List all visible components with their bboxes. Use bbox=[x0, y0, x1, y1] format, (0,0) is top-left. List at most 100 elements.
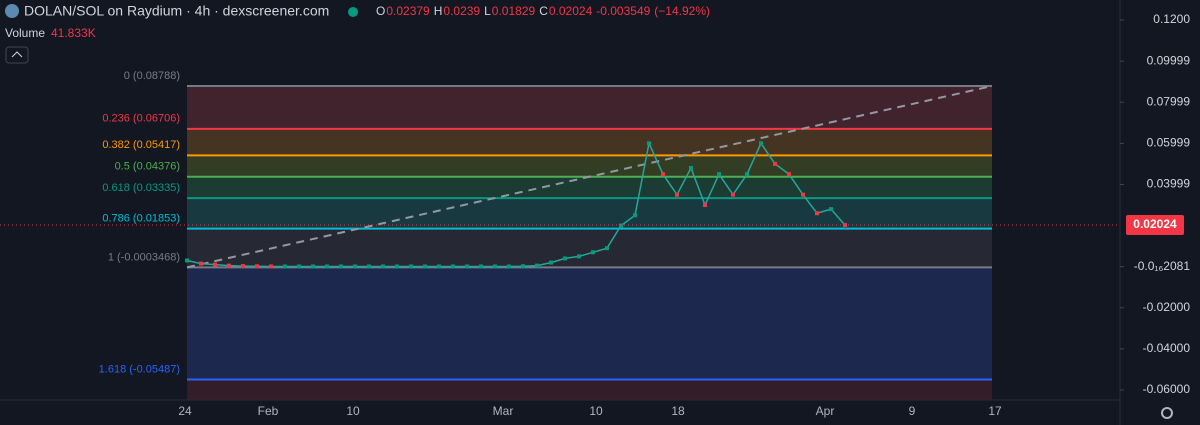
candle bbox=[787, 172, 791, 177]
candle bbox=[465, 264, 469, 269]
collapse-button[interactable] bbox=[5, 46, 29, 64]
fib-zone bbox=[187, 176, 992, 199]
ohlc-value: 0.02379 bbox=[386, 4, 430, 18]
candle bbox=[381, 264, 385, 269]
candle bbox=[311, 264, 315, 269]
candle bbox=[395, 264, 399, 269]
candle bbox=[199, 261, 203, 266]
fib-label: 0.382 (0.05417) bbox=[102, 139, 180, 151]
candle bbox=[661, 172, 665, 177]
fib-zone bbox=[187, 228, 992, 268]
x-tick-label: 10 bbox=[589, 404, 603, 418]
candle bbox=[339, 264, 343, 269]
y-tick-label: 0.1200 bbox=[1153, 12, 1190, 26]
fib-label: 1.618 (-0.05487) bbox=[99, 363, 180, 375]
y-tick-label: 0.07999 bbox=[1147, 94, 1191, 108]
candle bbox=[255, 264, 259, 269]
price-tag bbox=[1126, 215, 1184, 236]
candle bbox=[815, 211, 819, 216]
ohlc-label: O bbox=[376, 4, 385, 18]
y-tick-label: -0.06000 bbox=[1143, 382, 1191, 396]
ohlc: O 0.02379 H 0.0239 L 0.01829 C 0.02024 -0.003549… bbox=[376, 4, 710, 18]
y-tick-label: -0.0₁₆2081 bbox=[1134, 259, 1191, 273]
fib-label: 0.236 (0.06706) bbox=[102, 113, 180, 125]
candle bbox=[367, 264, 371, 269]
candle bbox=[549, 260, 553, 265]
x-tick-label: 17 bbox=[988, 404, 1002, 418]
y-tick-label: 0.09999 bbox=[1147, 53, 1191, 67]
candle bbox=[591, 250, 595, 255]
x-tick-label: 9 bbox=[909, 404, 916, 418]
candle bbox=[437, 264, 441, 269]
candle bbox=[493, 264, 497, 269]
candle bbox=[759, 141, 763, 146]
candle bbox=[717, 172, 721, 177]
fib-label: 0 (0.08788) bbox=[124, 70, 180, 82]
candle bbox=[283, 264, 287, 269]
logo bbox=[5, 4, 19, 18]
status-dot bbox=[348, 7, 358, 17]
collapse-icon bbox=[11, 51, 23, 58]
candle bbox=[521, 264, 525, 269]
candle bbox=[675, 192, 679, 197]
x-tick-label: 18 bbox=[671, 404, 685, 418]
candle bbox=[633, 213, 637, 218]
candle bbox=[689, 166, 693, 170]
fib-zone bbox=[187, 198, 992, 229]
candle bbox=[325, 264, 329, 269]
candle bbox=[213, 262, 217, 267]
y-tick-label: -0.02000 bbox=[1143, 300, 1191, 314]
x-tick-label: Mar bbox=[493, 404, 514, 418]
fib-label: 0.618 (0.03335) bbox=[102, 182, 180, 194]
ohlc-label: L bbox=[484, 4, 491, 18]
ohlc-value: 0.02024 bbox=[549, 4, 593, 18]
pair-title: DOLAN/SOL on Raydium · 4h · dexscreener.… bbox=[24, 3, 329, 19]
candle bbox=[647, 141, 651, 146]
candle bbox=[745, 172, 749, 177]
candle bbox=[507, 264, 511, 269]
volume-value: 41.833K bbox=[51, 26, 96, 40]
settings-button[interactable] bbox=[1161, 407, 1173, 419]
candle bbox=[577, 254, 581, 259]
trend-line bbox=[186, 85, 993, 269]
x-tick-label: 10 bbox=[346, 404, 360, 418]
candle bbox=[605, 246, 609, 251]
volume-label: Volume bbox=[5, 26, 45, 40]
candle bbox=[801, 192, 805, 197]
fib-label: 0.5 (0.04376) bbox=[115, 161, 180, 173]
candle bbox=[241, 264, 245, 269]
price-tag-label: 0.02024 bbox=[1133, 217, 1177, 231]
fib-label: 0.786 (0.01853) bbox=[102, 212, 180, 224]
ohlc-value: 0.0239 bbox=[443, 4, 480, 18]
change-value: -0.003549 bbox=[596, 4, 650, 18]
x-tick-label: Feb bbox=[258, 404, 279, 418]
candle bbox=[731, 192, 735, 197]
price-line bbox=[186, 140, 846, 268]
candle bbox=[409, 264, 413, 269]
candle bbox=[703, 203, 707, 207]
ohlc-label: H bbox=[434, 4, 443, 18]
candle bbox=[773, 161, 777, 166]
x-tick-label: Apr bbox=[816, 404, 835, 418]
candle bbox=[535, 263, 539, 268]
candle bbox=[479, 264, 483, 269]
candle bbox=[353, 264, 357, 269]
candle bbox=[269, 264, 273, 269]
candle bbox=[563, 256, 567, 261]
ohlc-value: 0.01829 bbox=[492, 4, 536, 18]
fib-zone bbox=[187, 128, 992, 156]
y-tick-label: -0.04000 bbox=[1143, 341, 1191, 355]
fib-zone bbox=[187, 267, 992, 380]
fib-zone bbox=[187, 86, 992, 129]
y-tick-label: 0.03999 bbox=[1147, 177, 1191, 191]
candle bbox=[451, 264, 455, 269]
candle bbox=[829, 207, 833, 212]
fib-zone bbox=[187, 379, 992, 400]
fib-zone bbox=[187, 155, 992, 177]
candle bbox=[227, 263, 231, 268]
candle bbox=[297, 264, 301, 269]
x-tick-label: 24 bbox=[178, 404, 192, 418]
ohlc-label: C bbox=[539, 4, 548, 18]
candle bbox=[423, 264, 427, 269]
